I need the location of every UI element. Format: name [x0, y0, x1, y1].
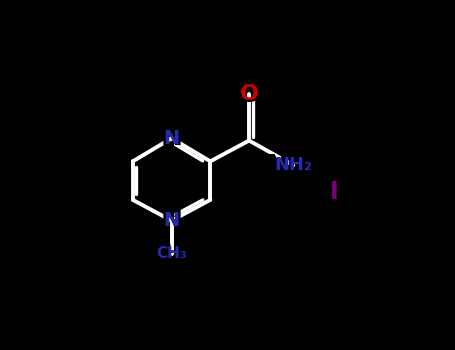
Text: N: N [161, 208, 182, 234]
Text: N: N [163, 129, 180, 148]
Text: I: I [330, 180, 339, 204]
Text: O: O [237, 80, 262, 108]
Text: N: N [163, 211, 180, 230]
Text: N: N [161, 125, 182, 151]
Text: CH₃: CH₃ [156, 246, 187, 261]
Text: NH₂: NH₂ [274, 156, 312, 174]
Text: CH₃: CH₃ [149, 244, 194, 264]
Text: O: O [240, 84, 258, 104]
Text: NH₂: NH₂ [267, 153, 319, 177]
